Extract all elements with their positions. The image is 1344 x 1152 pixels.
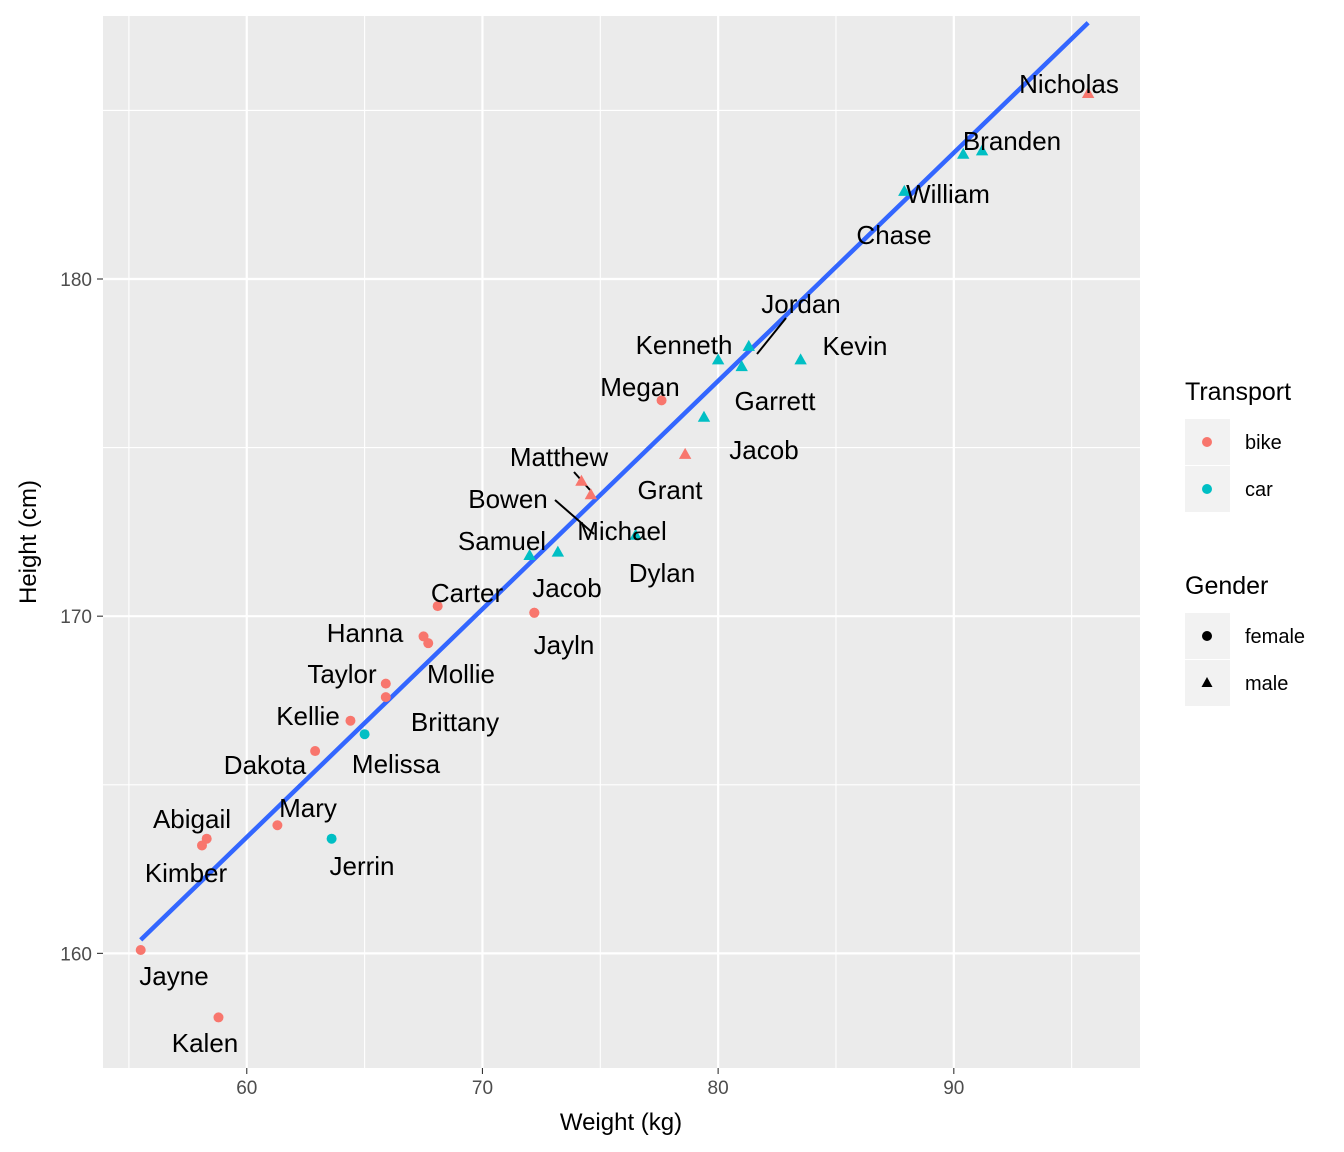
point-label: Michael <box>577 516 667 546</box>
data-point-female <box>326 833 337 844</box>
data-point-male <box>794 353 807 365</box>
x-tick-label: 80 <box>708 1078 729 1099</box>
point-label: Melissa <box>352 749 441 779</box>
point-label: Jacob <box>532 573 601 603</box>
point-label: Chase <box>856 220 931 250</box>
data-point-male <box>711 353 725 365</box>
point-label: Kenneth <box>636 330 733 360</box>
legend-title: Gender <box>1185 572 1268 600</box>
legend-label: bike <box>1245 432 1282 454</box>
data-point-male <box>678 447 692 459</box>
data-points <box>135 87 1095 1023</box>
fit-line-layer <box>139 21 1090 942</box>
point-label: Brittany <box>411 707 499 737</box>
point-label: Kalen <box>172 1028 239 1058</box>
x-tick-label: 60 <box>236 1078 257 1099</box>
data-point-male <box>697 410 711 422</box>
point-label: Dakota <box>224 750 307 780</box>
point-label: Mary <box>279 793 337 823</box>
data-point-female <box>272 820 283 831</box>
y-tick-label: 160 <box>60 944 92 965</box>
data-point-female <box>432 601 443 612</box>
data-point-male <box>629 528 642 540</box>
legend: Transport bike car Gender female male <box>1185 378 1305 706</box>
point-label: Kellie <box>276 701 340 731</box>
point-label: Kimber <box>145 858 228 888</box>
point-label: Jayne <box>139 961 208 991</box>
axis-ticks: 60 70 80 90 160 170 180 <box>60 270 964 1099</box>
point-label: Hanna <box>327 618 404 648</box>
point-label: Jacob <box>729 435 798 465</box>
point-labels: Nicholas Branden William Chase Jordan Kenneth… <box>139 69 1119 1058</box>
point-label: Mollie <box>427 659 495 689</box>
point-label: Garrett <box>735 386 817 416</box>
plot-panel <box>103 16 1140 1068</box>
data-point-female <box>380 692 391 703</box>
legend-symbol-triangle <box>1201 677 1213 687</box>
data-point-male <box>742 339 755 351</box>
x-tick-label: 90 <box>943 1078 964 1099</box>
point-label: Samuel <box>458 526 546 556</box>
data-point-female <box>529 607 540 618</box>
data-point-female <box>345 715 356 726</box>
data-point-female <box>135 944 146 955</box>
data-point-male <box>551 545 565 557</box>
legend-label: male <box>1245 673 1288 695</box>
point-label: Nicholas <box>1019 69 1119 99</box>
data-point-female <box>380 678 391 689</box>
point-label: Jordan <box>761 289 841 319</box>
fit-line <box>139 21 1090 942</box>
data-point-male <box>523 548 536 560</box>
data-point-female <box>423 638 434 649</box>
point-label: Dylan <box>629 558 695 588</box>
legend-title: Transport <box>1185 378 1291 406</box>
legend-label: car <box>1245 479 1273 501</box>
point-label: Jayln <box>534 630 595 660</box>
data-point-male <box>975 144 989 156</box>
point-label: Grant <box>637 475 703 505</box>
point-label: Jerrin <box>329 851 394 881</box>
label-segment <box>554 499 595 535</box>
point-label: Branden <box>963 126 1061 156</box>
legend-label: female <box>1245 626 1305 648</box>
legend-symbol-circle <box>1202 631 1212 641</box>
data-point-female <box>310 746 321 757</box>
point-label: Kevin <box>822 331 887 361</box>
data-point-female <box>196 840 207 851</box>
data-point-male <box>584 488 598 500</box>
y-axis-title: Height (cm) <box>15 480 42 604</box>
x-tick-label: 70 <box>472 1078 493 1099</box>
data-point-male <box>735 360 748 372</box>
grid-minor <box>103 16 1140 1123</box>
legend-symbol-circle <box>1202 484 1212 494</box>
data-point-female <box>213 1012 224 1023</box>
point-label: Taylor <box>307 659 377 689</box>
point-label: Abigail <box>153 804 231 834</box>
data-point-female <box>359 729 370 740</box>
label-segment <box>756 317 787 355</box>
point-label: William <box>906 179 990 209</box>
data-point-male <box>957 147 970 159</box>
data-point-male <box>898 184 911 196</box>
y-tick-label: 170 <box>60 607 92 628</box>
data-point-male <box>1081 87 1095 99</box>
x-axis-title: Weight (kg) <box>560 1109 682 1136</box>
point-label: Bowen <box>468 484 548 514</box>
legend-symbol-circle <box>1202 437 1212 447</box>
data-point-male <box>575 474 588 486</box>
y-tick-label: 180 <box>60 270 92 291</box>
point-label: Matthew <box>510 442 608 472</box>
point-label: Megan <box>600 372 680 402</box>
grid-major <box>103 16 1140 1068</box>
data-point-female <box>656 395 667 406</box>
point-label: Carter <box>431 578 504 608</box>
